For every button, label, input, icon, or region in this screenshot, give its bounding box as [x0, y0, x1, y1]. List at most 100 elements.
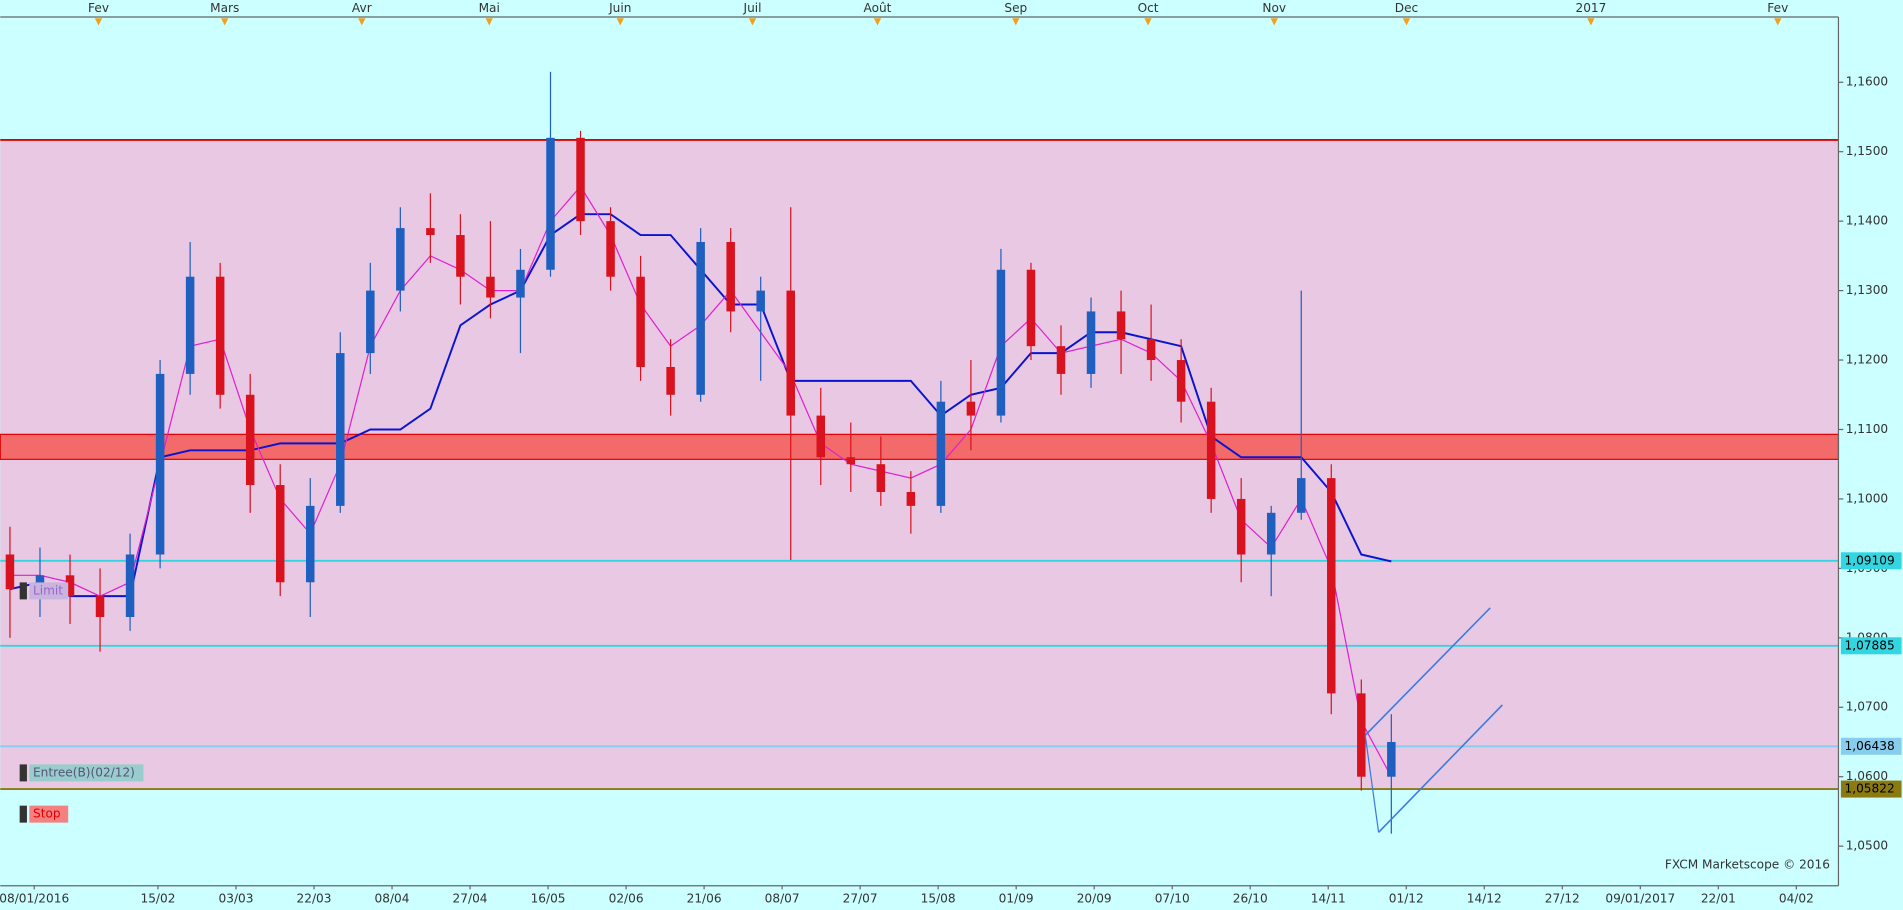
band	[0, 433, 1840, 460]
x-tick-label: 20/09	[1077, 892, 1112, 906]
candle-body	[215, 276, 225, 395]
price-tag	[1840, 780, 1902, 798]
x-tick-label: 01/12	[1389, 892, 1424, 906]
x-tick-label: 02/06	[609, 892, 644, 906]
candle-body	[1266, 512, 1276, 555]
candle-body	[696, 241, 705, 395]
month-label: Sep	[1004, 1, 1027, 15]
y-tick-label: 1,1500	[1846, 144, 1888, 158]
candle-body	[275, 485, 285, 583]
trend-line	[1378, 704, 1503, 833]
month-label: Fev	[1767, 1, 1788, 15]
month-marker	[748, 18, 757, 26]
order-box	[29, 582, 69, 600]
candle-body	[65, 575, 75, 597]
x-tick-label: 15/08	[921, 892, 956, 906]
month-label: Nov	[1262, 1, 1286, 15]
month-marker	[485, 18, 493, 26]
y-tick-label: 1,1300	[1846, 283, 1888, 297]
x-tick-label: 15/02	[141, 892, 176, 906]
order-label: Stop	[33, 807, 61, 821]
x-tick-label: 26/10	[1233, 892, 1268, 906]
x-tick-label: 14/11	[1311, 892, 1346, 906]
order-box	[29, 805, 69, 823]
month-label: Dec	[1395, 1, 1418, 15]
candle-body	[516, 269, 525, 298]
candle-body	[576, 137, 585, 222]
month-marker	[358, 18, 366, 26]
candle-body	[486, 276, 495, 298]
y-tick-label: 1,1000	[1846, 491, 1888, 505]
month-label: Fev	[88, 1, 109, 15]
candle-body	[336, 353, 345, 506]
month-marker	[1270, 18, 1278, 26]
x-tick-label: 04/02	[1779, 892, 1814, 906]
candle-body	[786, 290, 795, 416]
candle-body	[1387, 741, 1396, 777]
month-label: Oct	[1138, 1, 1159, 15]
x-tick-label: 14/12	[1467, 892, 1502, 906]
candle-body	[1026, 269, 1036, 347]
candle-body	[846, 457, 856, 465]
candle-body	[125, 554, 135, 617]
month-marker	[94, 18, 103, 26]
order-box	[29, 764, 144, 782]
price-tag-label: 1,06438	[1845, 739, 1895, 753]
order-marker	[19, 764, 27, 782]
y-tick-label: 1,1400	[1846, 214, 1888, 228]
candle-body	[155, 373, 165, 555]
price-tag	[1840, 737, 1902, 755]
plot: 1,05001,06001,07001,08001,09001,10001,11…	[0, 71, 1902, 853]
month-marker	[616, 18, 624, 26]
candle-body	[876, 464, 886, 492]
month-label: Mars	[210, 1, 239, 15]
candle-body	[185, 276, 195, 374]
candle-body	[456, 235, 465, 277]
candle-body	[996, 269, 1006, 416]
watermark: FXCM Marketscope © 2016	[1665, 858, 1830, 872]
month-marker	[221, 18, 229, 26]
month-marker	[1587, 18, 1595, 26]
candle-body	[1116, 311, 1126, 340]
x-tick-label: 27/12	[1545, 892, 1580, 906]
x-tick-label: 07/10	[1155, 892, 1190, 906]
candle-body	[366, 290, 375, 354]
candle-body	[636, 276, 645, 367]
candle-body	[396, 228, 405, 291]
candle-body	[1206, 401, 1216, 499]
month-label: Juin	[608, 1, 631, 15]
month-label: Avr	[352, 1, 372, 15]
order-label: Limit	[33, 583, 63, 597]
candle-body	[5, 554, 15, 590]
candle-body	[906, 491, 916, 506]
y-tick-label: 1,0500	[1846, 839, 1888, 853]
order-label: Entree(B)(02/12)	[33, 765, 135, 779]
candle-body	[95, 596, 105, 617]
x-tick-label: 27/07	[843, 892, 878, 906]
x-tick-label: 22/03	[297, 892, 332, 906]
candle-body	[1357, 693, 1366, 777]
order-marker	[19, 805, 27, 823]
candle-body	[666, 366, 675, 395]
price-tag-label: 1,09109	[1845, 553, 1895, 567]
zone	[0, 139, 1839, 790]
month-marker	[1402, 18, 1411, 26]
y-tick-label: 1,1200	[1846, 353, 1888, 367]
y-tick-label: 1,0700	[1846, 700, 1888, 714]
candle-body	[1056, 346, 1066, 374]
x-tick-label: 01/09	[999, 892, 1034, 906]
x-tick-label: 08/07	[765, 892, 800, 906]
y-tick-label: 1,0600	[1846, 769, 1888, 783]
candle-body	[726, 241, 735, 312]
month-marker	[1774, 18, 1782, 26]
x-tick-label: 27/04	[453, 892, 488, 906]
month-marker	[1144, 18, 1152, 26]
price-tag	[1840, 637, 1902, 655]
y-tick-label: 1,1600	[1846, 75, 1888, 89]
candle-body	[1176, 360, 1186, 402]
candle-body	[816, 415, 826, 458]
price-tag	[1840, 552, 1902, 570]
month-label: 2017	[1575, 1, 1606, 15]
candle-body	[306, 505, 315, 583]
trend-line	[1364, 607, 1491, 736]
